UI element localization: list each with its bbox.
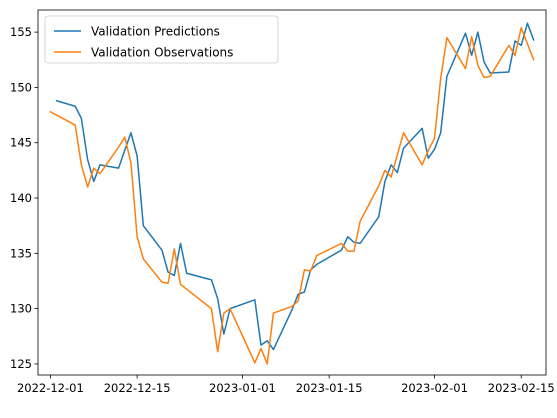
series-line-predictions [55,22,535,351]
legend: Validation Predictions Validation Observa… [44,15,279,64]
y-tick-label: 135 [10,246,32,260]
x-tick-label: 2023-01-01 [209,381,276,395]
series-layer [49,22,535,365]
legend-box [44,15,279,64]
y-tick-label: 125 [10,357,32,371]
x-tick-label: 2022-12-15 [104,381,171,395]
x-tick-label: 2023-01-15 [296,381,363,395]
x-tick-label: 2023-02-01 [401,381,468,395]
y-tick-label: 130 [10,302,32,316]
legend-label-predictions: Validation Predictions [91,25,220,39]
y-tick-label: 145 [10,136,32,150]
plot-frame [37,9,547,376]
x-tick-label: 2022-12-01 [17,381,84,395]
series-line-observations [49,26,535,365]
legend-label-observations: Validation Observations [91,46,233,60]
y-tick-label: 140 [10,191,32,205]
x-tick-label: 2023-02-15 [488,381,555,395]
y-tick-label: 150 [10,80,32,94]
axes-layer: 125 130 135 140 145 150 155 2022-12-01 2022-12-1… [10,9,555,395]
y-tick-label: 155 [10,25,32,39]
